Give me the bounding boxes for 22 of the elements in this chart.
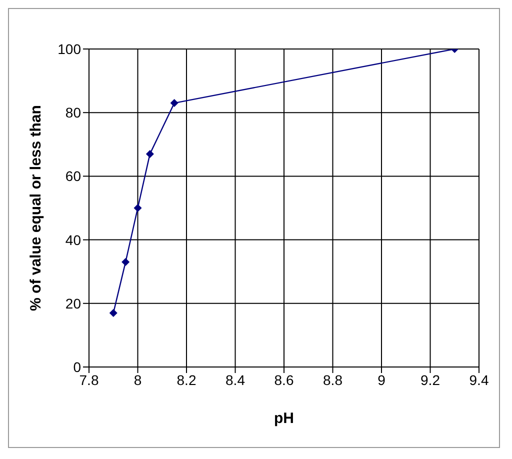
point — [109, 308, 118, 317]
point — [134, 204, 142, 212]
x-tick-label: 8.4 — [226, 372, 246, 388]
x-tick-label: 9.4 — [469, 372, 489, 388]
y-tick-label: 100 — [58, 40, 82, 57]
y-axis-title: % of value equal or less than — [27, 105, 44, 311]
x-tick-label: 8 — [134, 372, 142, 388]
x-tick-label: 8.2 — [176, 372, 196, 388]
x-tick-label: 8.6 — [274, 372, 294, 388]
y-tick-label: 80 — [65, 104, 82, 121]
x-tick-label: 8.8 — [323, 372, 343, 388]
y-tick-label: 40 — [65, 232, 82, 248]
y-tick-label: 20 — [65, 295, 82, 312]
x-tick-label: 9 — [378, 372, 386, 388]
y-tick-label: 0 — [73, 358, 82, 375]
x-tick-label: 7.8 — [79, 372, 99, 388]
x-axis-title: pH — [274, 410, 294, 427]
point — [170, 99, 178, 108]
point — [146, 150, 154, 158]
y-tick-label: 60 — [65, 168, 82, 184]
point — [122, 258, 130, 266]
x-tick-label: 9.2 — [420, 372, 440, 388]
